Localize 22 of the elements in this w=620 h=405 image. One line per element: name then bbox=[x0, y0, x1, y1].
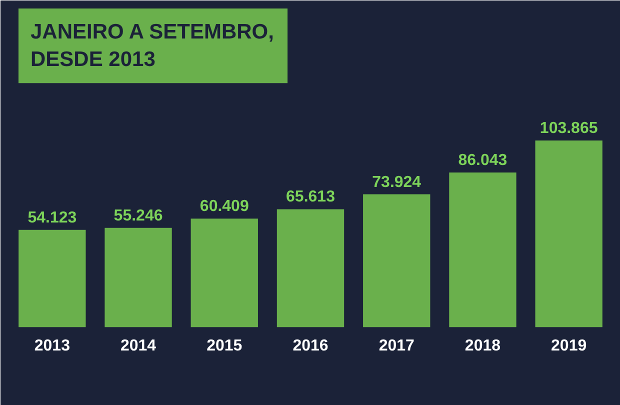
data-label: 65.613 bbox=[286, 188, 336, 206]
bar bbox=[449, 172, 516, 328]
x-tick-label: 2016 bbox=[292, 337, 328, 354]
data-label: 54.123 bbox=[28, 209, 77, 226]
bar bbox=[363, 194, 430, 328]
chart-title: JANEIRO A SETEMBRO, DESDE 2013 bbox=[30, 20, 274, 72]
bar bbox=[190, 218, 258, 328]
bar bbox=[18, 230, 86, 328]
bar bbox=[276, 209, 344, 328]
data-label: 60.409 bbox=[200, 198, 249, 216]
data-label: 55.246 bbox=[114, 207, 163, 224]
x-tick-label: 2014 bbox=[120, 337, 156, 354]
bar bbox=[535, 140, 602, 328]
x-tick-label: 2019 bbox=[551, 337, 587, 354]
x-tick-label: 2015 bbox=[206, 337, 242, 354]
data-label: 86.043 bbox=[458, 152, 508, 170]
bar bbox=[104, 228, 172, 328]
x-tick-label: 2017 bbox=[378, 337, 415, 354]
data-label: 73.924 bbox=[372, 174, 422, 191]
data-label: 103.865 bbox=[540, 120, 598, 138]
x-tick-label: 2018 bbox=[464, 337, 501, 354]
x-tick-label: 2013 bbox=[34, 337, 70, 354]
